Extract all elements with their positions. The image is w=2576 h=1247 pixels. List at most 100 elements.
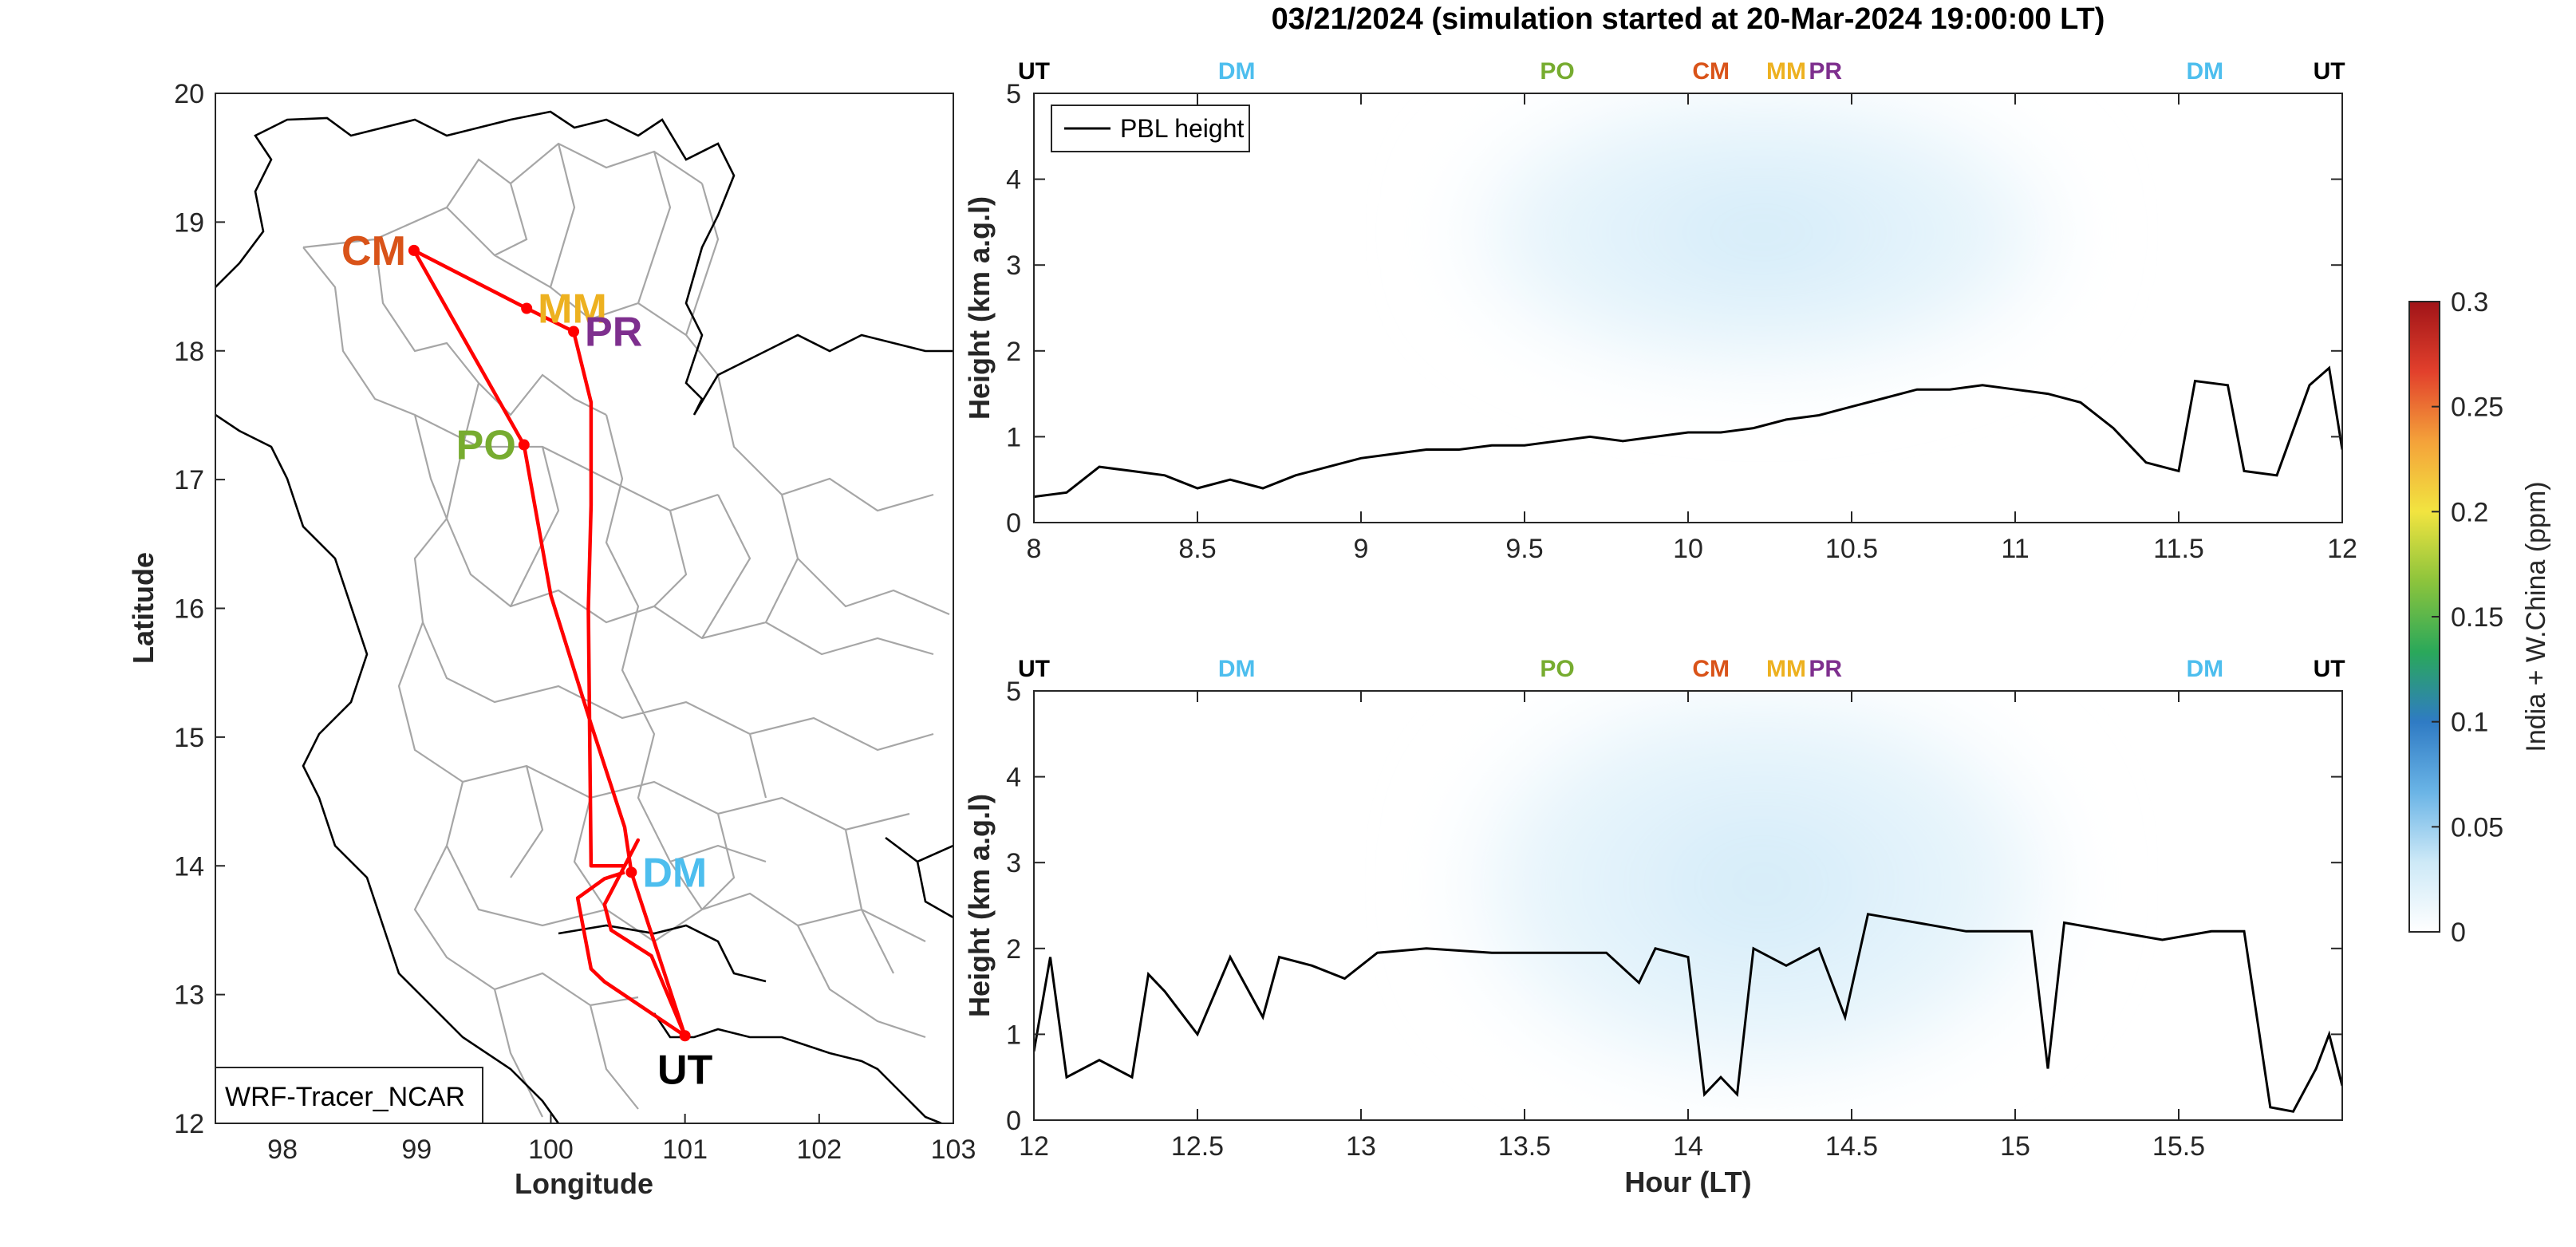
tracer-field-top: [1442, 93, 2081, 403]
site-mark-ut: UT: [1018, 58, 1050, 85]
country-boundaries: [215, 110, 953, 1123]
bottom-y-tick-label: 1: [1006, 1020, 1021, 1050]
site-mark-po: PO: [1540, 656, 1574, 682]
map-x-tick-label: 99: [401, 1135, 432, 1165]
map-x-tick-label: 101: [662, 1135, 708, 1165]
colorbar-label: India + W.China (ppm): [2521, 481, 2551, 752]
map-y-tick-label: 20: [174, 79, 204, 109]
tracer-field-patch: [1442, 691, 2081, 1120]
site-mark-dm: DM: [2186, 656, 2223, 682]
bottom-x-tick-label: 14.5: [1825, 1131, 1878, 1162]
colorbar-tick-label: 0.25: [2451, 393, 2503, 423]
site-label-pr: PR: [585, 310, 642, 356]
site-mark-dm: DM: [2186, 58, 2223, 85]
site-mark-dm: DM: [1218, 656, 1256, 682]
top-x-tick-label: 8: [1027, 534, 1042, 564]
top-x-tick-label: 10: [1673, 534, 1703, 564]
top-y-tick-label: 5: [1006, 79, 1021, 109]
map-x-tick-label: 100: [528, 1135, 574, 1165]
bottom-x-tick-label: 15: [2000, 1131, 2030, 1162]
top-x-tick-label: 11.5: [2153, 534, 2204, 564]
bottom-x-tick-label: 13: [1346, 1131, 1376, 1162]
top-x-tick-label: 9: [1354, 534, 1369, 564]
bottom-x-tick-label: 13.5: [1498, 1131, 1551, 1162]
site-label-po: PO: [456, 423, 516, 469]
map-y-tick-label: 18: [174, 337, 204, 367]
tracer-field-bottom: [1442, 691, 2081, 1120]
site-mark-mm: MM: [1766, 656, 1806, 682]
map-y-tick-label: 14: [174, 851, 204, 882]
bottom-x-tick-label: 12: [1019, 1131, 1049, 1162]
map-y-tick-label: 16: [174, 594, 204, 625]
map-y-tick-label: 17: [174, 465, 204, 495]
model-label: WRF-Tracer_NCAR: [225, 1082, 465, 1112]
bottom-y-tick-label: 3: [1006, 848, 1021, 878]
site-label-cm: CM: [341, 228, 406, 274]
map-y-tick-label: 12: [174, 1109, 204, 1139]
top-x-tick-label: 9.5: [1505, 534, 1543, 564]
site-mark-pr: PR: [1809, 656, 1842, 682]
site-label-ut: UT: [657, 1047, 713, 1093]
site-mark-ut: UT: [1018, 656, 1050, 682]
legend-entry-pbl-height: PBL height: [1120, 114, 1244, 143]
site-mark-ut: UT: [2314, 58, 2345, 85]
bottom-x-ticks: 12 12.5 13 13.5 14 14.5 15 15.5: [1019, 691, 2205, 1162]
top-x-ticks: 8 8.5 9 9.5 10 10.5 11 11.5 12: [1027, 93, 2357, 564]
map-y-ticks: 12 13 14 15 16 17 18 19 20: [174, 79, 225, 1139]
top-ylabel: Height (km a.g.l): [963, 196, 996, 420]
site-mark-pr: PR: [1809, 58, 1842, 85]
site-mark-po: PO: [1540, 58, 1574, 85]
tracer-field-patch: [1442, 93, 2081, 403]
colorbar-tick-label: 0.05: [2451, 812, 2503, 843]
top-y-tick-label: 4: [1006, 165, 1021, 195]
province-boundaries: [302, 142, 950, 1118]
flight-route: [412, 248, 687, 1038]
site-mark-cm: CM: [1692, 656, 1730, 682]
site-marker-dm: [625, 866, 637, 878]
bottom-y-ticks: 0 1 2 3 4 5: [1006, 677, 2342, 1136]
time-height-panel-bottom: 12 12.5 13 13.5 1 4 14.5 15 15.5 0 1 2 3 4 5 UT DM PO CM…: [963, 656, 2345, 1198]
top-x-tick-label: 12: [2327, 534, 2357, 564]
pbl-height-line-top: [1034, 365, 2342, 499]
map-xlabel: Longitude: [515, 1167, 653, 1200]
site-marker-po: [518, 439, 530, 451]
colorbar-tick-label: 0: [2451, 917, 2466, 948]
colorbar-tick-label: 0.15: [2451, 602, 2503, 633]
bottom-xlabel: Hour (LT): [1624, 1166, 1751, 1198]
bottom-y-tick-label: 0: [1006, 1106, 1021, 1136]
bottom-x-tick-label: 12.5: [1171, 1131, 1224, 1162]
map-y-tick-label: 15: [174, 723, 204, 753]
site-marker-pr: [568, 326, 580, 337]
pbl-legend: PBL height: [1051, 105, 1250, 152]
map-y-tick-label: 19: [174, 207, 204, 238]
map-boundaries: [215, 110, 953, 1123]
top-y-tick-label: 3: [1006, 251, 1021, 281]
site-mark-cm: CM: [1692, 58, 1730, 85]
site-marker-mm: [521, 302, 533, 314]
top-site-labels: UT DM PO CM MM PR DM UT: [1018, 58, 2345, 85]
top-y-tick-label: 1: [1006, 422, 1021, 452]
top-x-tick-label: 11: [2001, 534, 2029, 564]
bottom-y-tick-label: 4: [1006, 763, 1021, 793]
site-mark-ut: UT: [2314, 656, 2345, 682]
top-y-tick-label: 0: [1006, 508, 1021, 539]
bottom-x-tick-label: 15.5: [2152, 1131, 2205, 1162]
site-marker-cm: [408, 244, 420, 256]
colorbar-tick-label: 0.3: [2451, 287, 2488, 318]
bottom-y-tick-label: 5: [1006, 677, 1021, 707]
map-x-tick-label: 102: [796, 1135, 842, 1165]
bottom-y-tick-label: 2: [1006, 934, 1021, 965]
site-label-dm: DM: [642, 850, 707, 896]
top-y-tick-label: 2: [1006, 337, 1021, 367]
model-label-box: [215, 1067, 483, 1124]
site-mark-dm: DM: [1218, 58, 1256, 85]
site-label-mm: MM: [538, 286, 607, 332]
map-y-tick-label: 13: [174, 981, 204, 1011]
map-x-ticks: 98 99 100 101 102 103: [267, 1114, 976, 1165]
figure-title: 03/21/2024 (simulation started at 20-Mar…: [1272, 2, 2105, 36]
bottom-site-labels: UT DM PO CM MM PR DM UT: [1018, 656, 2345, 682]
